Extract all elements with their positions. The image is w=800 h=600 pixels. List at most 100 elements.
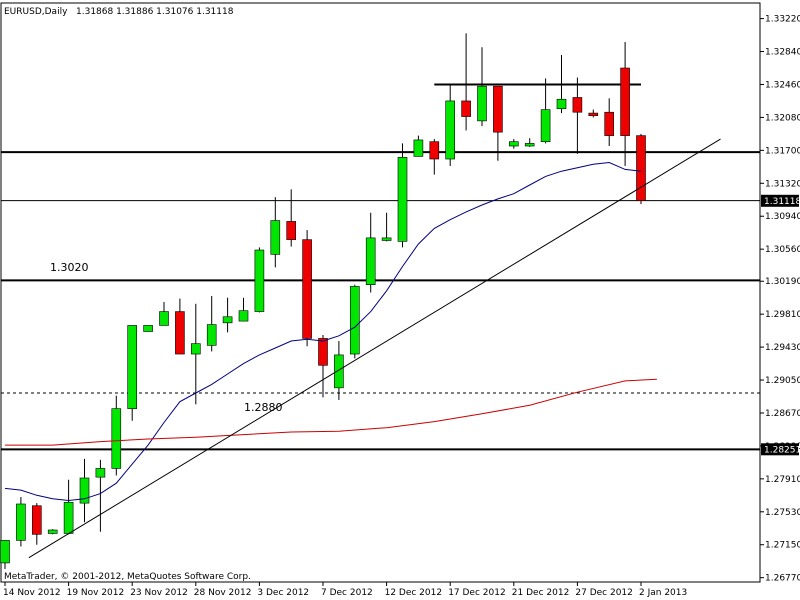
candle xyxy=(127,325,137,421)
candle xyxy=(111,395,122,476)
candle-body-bull xyxy=(159,311,169,326)
y-tick-label: 1.30560 xyxy=(765,245,800,255)
y-tick-label: 1.29430 xyxy=(765,343,800,353)
y-tick-label: 1.31700 xyxy=(765,146,800,156)
candle-body-bear xyxy=(572,97,583,113)
y-tick-label: 1.33220 xyxy=(765,15,800,25)
candle-body-bull xyxy=(270,220,281,255)
candle xyxy=(588,109,599,118)
y-tick-label: 1.32080 xyxy=(765,113,800,123)
candle-body-bull xyxy=(349,286,360,355)
candle xyxy=(349,284,360,359)
candle-body-bull xyxy=(206,324,217,346)
trendline xyxy=(28,138,721,559)
candle xyxy=(461,33,471,131)
candle-body-bull xyxy=(334,354,344,389)
moving-averages xyxy=(4,161,657,502)
candle xyxy=(0,540,10,569)
candle xyxy=(508,139,519,149)
x-tick-label: 3 Dec 2012 xyxy=(257,588,309,598)
x-tick-label: 7 Dec 2012 xyxy=(321,588,373,598)
trendline-layer xyxy=(28,138,721,559)
candle xyxy=(397,143,408,248)
candle xyxy=(270,197,281,268)
level-label-1-2880: 1.2880 xyxy=(244,401,283,414)
y-tick-label: 1.27530 xyxy=(765,508,800,518)
x-tick-label: 2 Jan 2013 xyxy=(639,588,687,598)
candle xyxy=(636,133,646,205)
candle xyxy=(191,303,201,405)
candle-body-bear xyxy=(318,338,328,366)
candle-body-bull xyxy=(143,325,153,332)
candle-body-bull xyxy=(222,316,233,324)
candle xyxy=(524,138,535,147)
candle xyxy=(445,83,456,166)
x-tick-label: 17 Dec 2012 xyxy=(448,588,506,598)
candle-body-bull xyxy=(16,503,26,541)
x-tick-label: 14 Nov 2012 xyxy=(3,588,61,598)
candle-body-bear xyxy=(493,85,503,133)
candle-body-bear xyxy=(31,505,42,535)
y-tick-label: 1.32840 xyxy=(765,48,800,58)
candle xyxy=(95,459,106,532)
x-tick-label: 12 Dec 2012 xyxy=(385,588,443,598)
x-tick-label: 19 Nov 2012 xyxy=(67,588,125,598)
candle-body-bear xyxy=(588,112,599,116)
candle-body-bear xyxy=(636,135,646,201)
x-tick-label: 27 Dec 2012 xyxy=(575,588,633,598)
candle xyxy=(206,295,217,352)
chart-ohlc-values: 1.31868 1.31886 1.31076 1.31118 xyxy=(76,7,234,17)
candle xyxy=(493,85,503,161)
candle-body-bear xyxy=(620,67,630,136)
candle-body-bull xyxy=(95,468,106,478)
candle xyxy=(556,55,567,114)
candle-body-bull xyxy=(365,237,376,285)
current-price-tag: 1.31118 xyxy=(764,197,800,207)
y-tick-label: 1.30190 xyxy=(765,277,800,287)
candle-body-bull xyxy=(111,408,122,469)
candle-body-bear xyxy=(286,221,297,240)
x-axis: 14 Nov 2012 19 Nov 2012 23 Nov 2012 28 Nov … xyxy=(3,582,687,598)
candle xyxy=(604,98,615,147)
candle xyxy=(413,135,424,157)
y-tick-label: 1.31320 xyxy=(765,179,800,189)
candle xyxy=(381,212,392,242)
y-tick-label: 1.26770 xyxy=(765,574,800,584)
candle xyxy=(238,297,249,322)
candle-body-bull xyxy=(397,156,408,242)
candle-body-bull xyxy=(381,237,392,241)
candle-body-bear xyxy=(429,141,440,160)
candle-body-bear xyxy=(175,311,185,355)
candle-body-bull xyxy=(445,100,456,160)
candle-body-bull xyxy=(238,310,249,322)
candle-body-bull xyxy=(254,249,265,312)
y-tick-label: 1.29810 xyxy=(765,310,800,320)
level-price-tag-bg xyxy=(761,443,799,456)
candle-body-bull xyxy=(0,540,10,564)
candle xyxy=(572,77,583,154)
chart-symbol-label: EURUSD,Daily xyxy=(4,7,68,17)
candle xyxy=(477,47,487,127)
y-tick-label: 1.29050 xyxy=(765,376,800,386)
level-label-1-3020: 1.3020 xyxy=(50,261,89,274)
candle-body-bull xyxy=(556,98,567,110)
candle-body-bull xyxy=(47,529,58,534)
x-tick-label: 23 Nov 2012 xyxy=(130,588,188,598)
candle-body-bear xyxy=(302,239,312,339)
candle xyxy=(159,302,169,326)
candle xyxy=(318,334,328,398)
y-tick-label: 1.28670 xyxy=(765,409,800,419)
candle-body-bull xyxy=(79,477,90,504)
candle xyxy=(143,325,153,332)
candle-body-bull xyxy=(508,141,519,147)
level-price-tag: 1.28251 xyxy=(764,445,800,455)
candle xyxy=(16,497,26,547)
y-tick-label: 1.32460 xyxy=(765,80,800,90)
x-tick-label: 21 Dec 2012 xyxy=(512,588,570,598)
candle xyxy=(47,529,58,535)
metatrader-watermark: MetaTrader, © 2001-2012, MetaQuotes Soft… xyxy=(4,572,251,582)
current-price-tag-bg xyxy=(761,194,799,207)
candle-body-bull xyxy=(540,109,551,142)
y-tick-label: 1.30940 xyxy=(765,212,800,222)
